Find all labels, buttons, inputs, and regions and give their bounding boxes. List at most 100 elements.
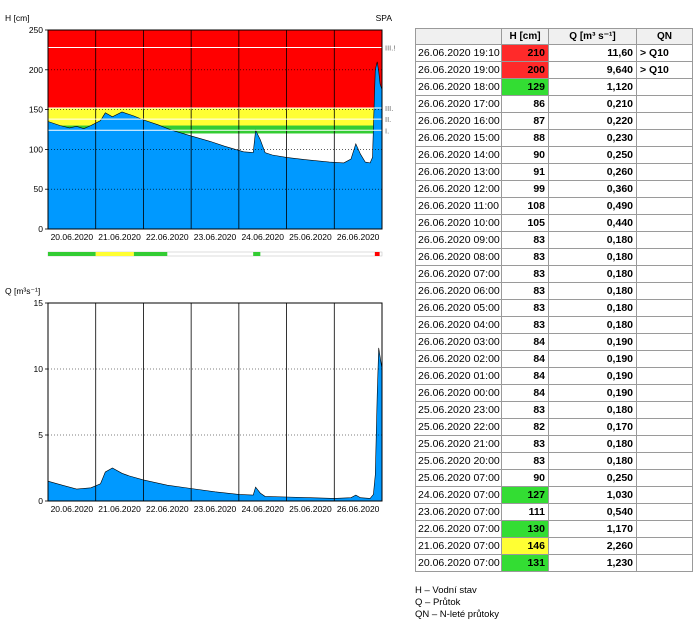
cell-h: 146 xyxy=(502,538,549,555)
chart1-x-tick-label: 23.06.2020 xyxy=(194,504,237,514)
table-row: 25.06.2020 21:00 83 0,180 xyxy=(415,436,693,453)
table-row: 26.06.2020 13:00 91 0,260 xyxy=(415,164,693,181)
chart0-flag-segment xyxy=(253,252,261,256)
table-row: 26.06.2020 10:00 105 0,440 xyxy=(415,215,693,232)
cell-time: 26.06.2020 12:00 xyxy=(415,181,502,198)
table-row: 26.06.2020 08:00 83 0,180 xyxy=(415,249,693,266)
cell-q: 1,230 xyxy=(549,555,637,572)
cell-h: 105 xyxy=(502,215,549,232)
cell-qn xyxy=(637,504,693,521)
chart1-x-tick-label: 21.06.2020 xyxy=(98,504,141,514)
chart0-x-tick-label: 21.06.2020 xyxy=(98,232,141,242)
table-row: 26.06.2020 14:00 90 0,250 xyxy=(415,147,693,164)
chart0-threshold-label: III. xyxy=(385,104,393,113)
cell-time: 26.06.2020 04:00 xyxy=(415,317,502,334)
cell-q: 0,180 xyxy=(549,317,637,334)
chart1-y-tick-label: 15 xyxy=(34,298,44,308)
cell-qn xyxy=(637,555,693,572)
cell-qn xyxy=(637,419,693,436)
cell-q: 0,250 xyxy=(549,147,637,164)
cell-h: 99 xyxy=(502,181,549,198)
header-h-label: H [cm] xyxy=(509,31,541,42)
chart0-plot-frame xyxy=(47,29,383,230)
cell-q: 0,490 xyxy=(549,198,637,215)
table-row: 23.06.2020 07:00 111 0,540 xyxy=(415,504,693,521)
table-row: 26.06.2020 02:00 84 0,190 xyxy=(415,351,693,368)
cell-qn xyxy=(637,181,693,198)
cell-time: 26.06.2020 06:00 xyxy=(415,283,502,300)
cell-qn xyxy=(637,538,693,555)
table-row: 26.06.2020 19:00 200 9,640 > Q10 xyxy=(415,62,693,79)
chart0-y-axis-label: H [cm] xyxy=(5,13,30,23)
cell-qn xyxy=(637,266,693,283)
cell-h: 87 xyxy=(502,113,549,130)
cell-q: 0,190 xyxy=(549,368,637,385)
cell-time: 26.06.2020 14:00 xyxy=(415,147,502,164)
data-table: H [cm] Q [m³ s⁻¹] QN 26.06.2020 19:10 210… xyxy=(415,28,693,572)
table-row: 21.06.2020 07:00 146 2,260 xyxy=(415,538,693,555)
cell-time: 25.06.2020 21:00 xyxy=(415,436,502,453)
cell-time: 26.06.2020 19:00 xyxy=(415,62,502,79)
cell-h: 129 xyxy=(502,79,549,96)
chart1-x-tick-label: 22.06.2020 xyxy=(146,504,189,514)
cell-q: 0,440 xyxy=(549,215,637,232)
cell-time: 26.06.2020 16:00 xyxy=(415,113,502,130)
cell-h: 83 xyxy=(502,436,549,453)
table-row: 26.06.2020 11:00 108 0,490 xyxy=(415,198,693,215)
cell-time: 26.06.2020 13:00 xyxy=(415,164,502,181)
table-row: 26.06.2020 03:00 84 0,190 xyxy=(415,334,693,351)
cell-time: 26.06.2020 17:00 xyxy=(415,96,502,113)
cell-time: 26.06.2020 08:00 xyxy=(415,249,502,266)
cell-h: 88 xyxy=(502,130,549,147)
cell-time: 20.06.2020 07:00 xyxy=(415,555,502,572)
cell-h: 90 xyxy=(502,147,549,164)
cell-h: 108 xyxy=(502,198,549,215)
cell-h: 90 xyxy=(502,470,549,487)
cell-h: 84 xyxy=(502,385,549,402)
legend: H – Vodní stav Q – Průtok QN – N-leté pr… xyxy=(415,585,499,621)
cell-time: 25.06.2020 07:00 xyxy=(415,470,502,487)
cell-qn xyxy=(637,300,693,317)
legend-h: H – Vodní stav xyxy=(415,585,477,596)
cell-q: 0,210 xyxy=(549,96,637,113)
header-h: H [cm] xyxy=(502,28,549,45)
cell-qn xyxy=(637,453,693,470)
cell-h: 210 xyxy=(502,45,549,62)
cell-h: 83 xyxy=(502,317,549,334)
cell-qn xyxy=(637,521,693,538)
chart0-flag-segment xyxy=(95,252,134,256)
cell-q: 0,180 xyxy=(549,232,637,249)
cell-qn xyxy=(637,402,693,419)
cell-q: 0,190 xyxy=(549,334,637,351)
cell-time: 25.06.2020 22:00 xyxy=(415,419,502,436)
cell-q: 1,120 xyxy=(549,79,637,96)
cell-h: 83 xyxy=(502,402,549,419)
cell-q: 0,360 xyxy=(549,181,637,198)
legend-qn: QN – N-leté průtoky xyxy=(415,609,499,620)
chart1-y-axis-label: Q [m³s⁻¹] xyxy=(5,286,40,296)
chart0-level-band xyxy=(48,30,382,109)
cell-qn xyxy=(637,368,693,385)
cell-q: 0,220 xyxy=(549,113,637,130)
chart1-x-tick-label: 24.06.2020 xyxy=(241,504,284,514)
cell-qn xyxy=(637,79,693,96)
table-body: 26.06.2020 19:10 210 11,60 > Q10 26.06.2020 … xyxy=(415,45,693,572)
chart0-flag-segment xyxy=(48,252,96,256)
cell-qn xyxy=(637,113,693,130)
cell-qn xyxy=(637,249,693,266)
cell-time: 21.06.2020 07:00 xyxy=(415,538,502,555)
chart0-x-tick-label: 26.06.2020 xyxy=(337,232,380,242)
chart0-threshold-label: III.! xyxy=(385,44,395,53)
chart0-station-label: SPA xyxy=(376,13,393,23)
cell-q: 0,250 xyxy=(549,470,637,487)
header-q-label: Q [m³ s⁻¹] xyxy=(569,31,616,42)
cell-h: 83 xyxy=(502,300,549,317)
chart1-x-tick-label: 25.06.2020 xyxy=(289,504,332,514)
cell-time: 26.06.2020 10:00 xyxy=(415,215,502,232)
header-qn-label: QN xyxy=(657,31,672,42)
table-row: 26.06.2020 00:00 84 0,190 xyxy=(415,385,693,402)
cell-qn xyxy=(637,317,693,334)
cell-time: 22.06.2020 07:00 xyxy=(415,521,502,538)
table-row: 26.06.2020 18:00 129 1,120 xyxy=(415,79,693,96)
